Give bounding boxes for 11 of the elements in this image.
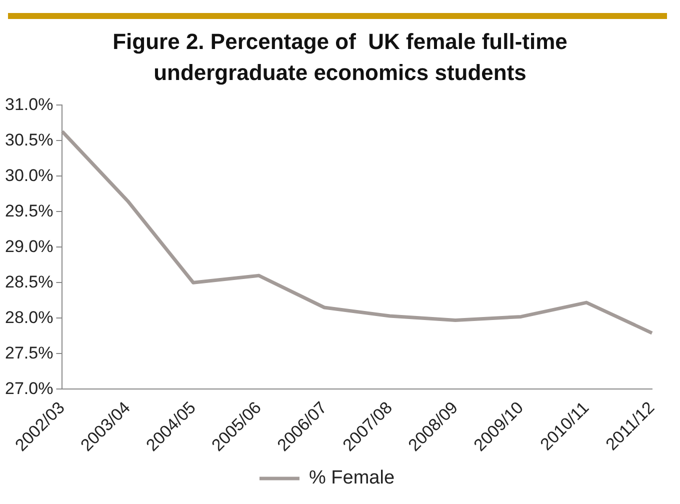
y-tick-label: 30.5% — [5, 130, 54, 150]
y-tick-label: 29.0% — [5, 236, 54, 256]
y-tick-label: 28.5% — [5, 272, 54, 292]
y-tick-label: 28.0% — [5, 308, 54, 327]
chart-title: Figure 2. Percentage of UK female full-time undergraduate economics students — [112, 28, 568, 87]
y-tick-label: 27.5% — [5, 343, 54, 362]
y-tick-label: 29.5% — [5, 201, 54, 220]
y-tick-label: 31.0% — [5, 94, 54, 114]
y-tick-label: 27.0% — [5, 378, 54, 398]
y-tick-label: 30.0% — [5, 166, 54, 185]
legend-label: % Female — [308, 468, 395, 489]
